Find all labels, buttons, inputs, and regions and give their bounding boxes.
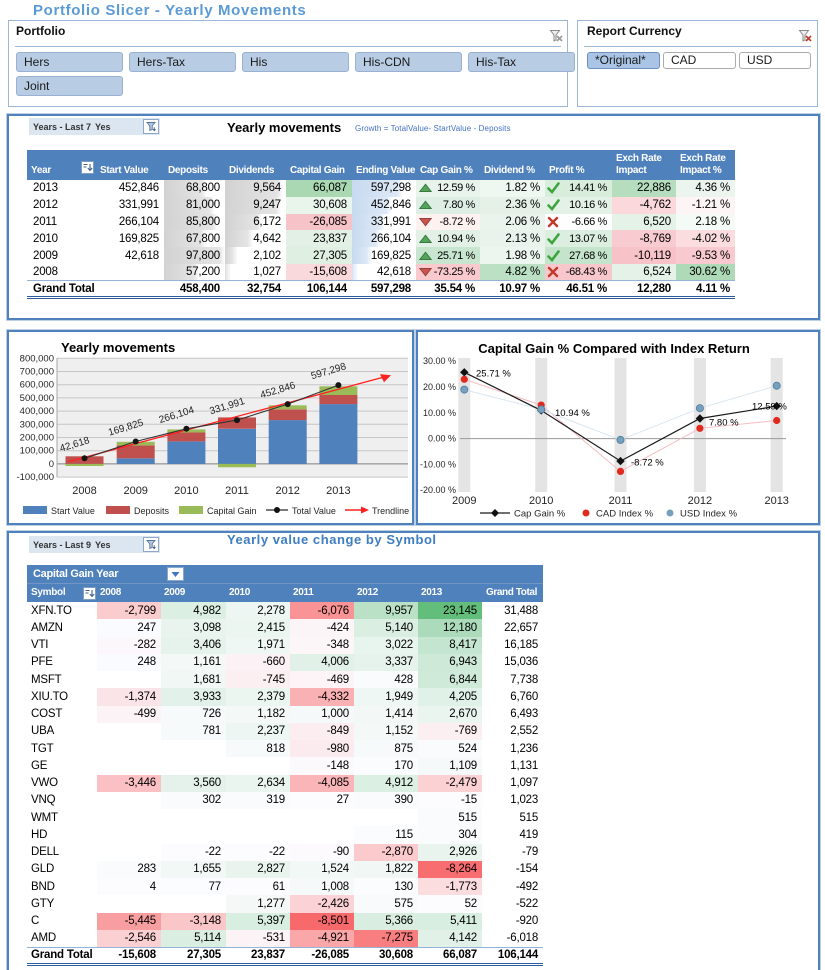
- svg-text:20.00 %: 20.00 %: [423, 382, 456, 392]
- svg-text:10.00 %: 10.00 %: [423, 408, 456, 418]
- svg-text:500,000: 500,000: [20, 393, 54, 404]
- svg-text:Capital Gain % Compared with I: Capital Gain % Compared with Index Retur…: [478, 341, 750, 356]
- svg-text:0: 0: [49, 459, 54, 470]
- svg-text:Start Value: Start Value: [51, 506, 95, 516]
- svg-text:-100,000: -100,000: [16, 472, 54, 483]
- svg-text:2012: 2012: [688, 495, 712, 507]
- svg-text:25.71 %: 25.71 %: [476, 369, 511, 380]
- svg-text:600,000: 600,000: [20, 380, 54, 391]
- svg-text:2013: 2013: [764, 495, 788, 507]
- svg-text:CAD Index %: CAD Index %: [596, 509, 654, 520]
- svg-text:400,000: 400,000: [20, 406, 54, 417]
- svg-text:2009: 2009: [452, 495, 476, 507]
- svg-text:2013: 2013: [326, 485, 350, 497]
- svg-text:2010: 2010: [174, 485, 198, 497]
- svg-text:2008: 2008: [72, 485, 96, 497]
- svg-text:-20.00 %: -20.00 %: [420, 485, 456, 495]
- svg-text:Total Value: Total Value: [292, 506, 336, 516]
- svg-text:2012: 2012: [275, 485, 299, 497]
- svg-text:2010: 2010: [529, 495, 553, 507]
- svg-text:Yearly movements: Yearly movements: [61, 340, 175, 355]
- svg-text:10.94 %: 10.94 %: [555, 408, 590, 419]
- svg-text:300,000: 300,000: [20, 419, 54, 430]
- svg-text:2011: 2011: [609, 495, 633, 507]
- svg-text:12.59 %: 12.59 %: [752, 402, 787, 413]
- svg-text:Trendline: Trendline: [372, 506, 409, 516]
- svg-text:-10.00 %: -10.00 %: [420, 459, 456, 469]
- svg-text:700,000: 700,000: [20, 367, 54, 378]
- svg-text:2011: 2011: [225, 485, 249, 497]
- svg-text:30.00 %: 30.00 %: [423, 356, 456, 366]
- svg-text:-8.72 %: -8.72 %: [631, 458, 664, 469]
- svg-text:100,000: 100,000: [20, 446, 54, 457]
- svg-text:800,000: 800,000: [20, 353, 54, 364]
- svg-text:200,000: 200,000: [20, 433, 54, 444]
- svg-text:Deposits: Deposits: [134, 506, 170, 516]
- svg-text:7.80 %: 7.80 %: [709, 418, 739, 429]
- svg-text:USD Index %: USD Index %: [680, 509, 738, 520]
- svg-text:0.00 %: 0.00 %: [428, 434, 456, 444]
- svg-text:Capital Gain: Capital Gain: [207, 506, 257, 516]
- svg-text:2009: 2009: [123, 485, 147, 497]
- svg-text:Cap Gain %: Cap Gain %: [514, 509, 566, 520]
